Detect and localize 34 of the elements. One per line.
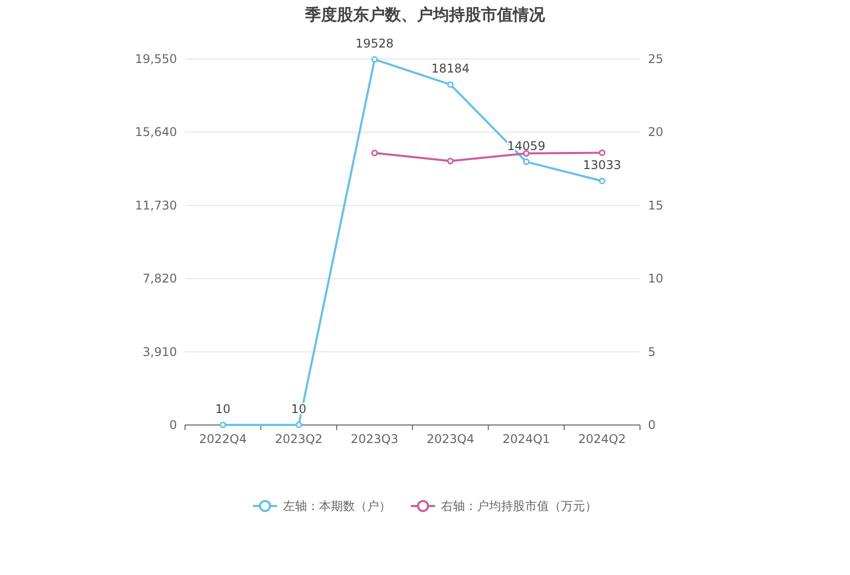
y2-tick-label: 15 <box>648 198 664 212</box>
y-tick-label: 7,820 <box>142 272 177 286</box>
point <box>371 56 378 63</box>
data-label: 19528 <box>355 36 394 50</box>
y-tick-label: 15,640 <box>135 125 177 140</box>
x-tick-label: 2024Q1 <box>502 432 550 446</box>
x-tick-label: 2022Q4 <box>199 432 247 446</box>
y-tick-label: 19,550 <box>135 52 177 66</box>
y-tick-label: 0 <box>169 418 177 432</box>
chart-title: 季度股东户数、户均持股市值情况 <box>304 5 546 24</box>
point <box>598 178 606 184</box>
point <box>220 422 226 428</box>
x-tick-label: 2023Q4 <box>426 432 474 446</box>
y2-tick-label: 10 <box>648 272 664 286</box>
y2-tick-label: 5 <box>648 344 656 359</box>
legend-label: 左轴：本期数（户） <box>283 499 391 513</box>
point <box>371 150 378 156</box>
point <box>598 149 606 156</box>
point <box>523 158 530 166</box>
point <box>447 81 454 88</box>
x-tick-label: 2024Q2 <box>578 432 626 446</box>
data-label: 13033 <box>582 158 622 172</box>
legend-label: 右轴：户均持股市值（万元） <box>441 499 597 513</box>
point <box>296 422 302 428</box>
y2-tick-label: 20 <box>648 125 664 140</box>
y2-tick-label: 0 <box>648 418 656 432</box>
point <box>447 158 454 164</box>
data-label: 10 <box>215 402 231 416</box>
y-tick-label: 3,910 <box>142 344 177 359</box>
data-label: 18184 <box>431 62 470 76</box>
y2-tick-label: 25 <box>648 52 664 66</box>
x-tick-label: 2023Q2 <box>274 432 323 446</box>
x-tick-label: 2023Q3 <box>350 432 398 446</box>
y-tick-label: 11,730 <box>135 198 177 212</box>
